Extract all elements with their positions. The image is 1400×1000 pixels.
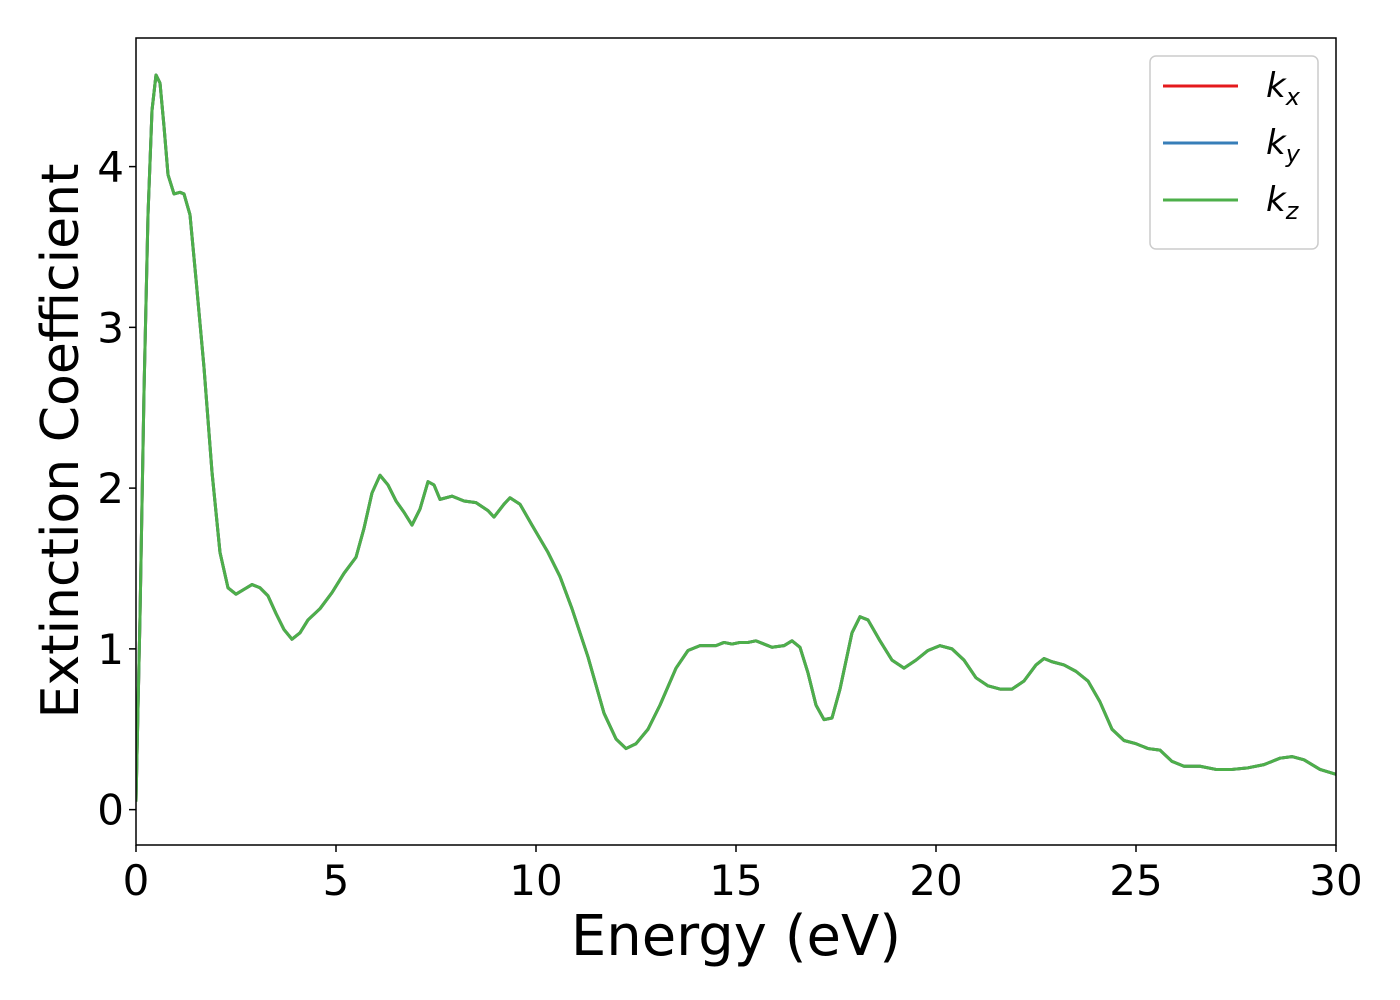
y-axis-label: Extinction Coefficient xyxy=(31,164,91,719)
x-tick-label: 15 xyxy=(709,856,762,905)
legend-label: ky xyxy=(1266,123,1301,168)
x-tick-label: 5 xyxy=(323,856,350,905)
x-tick-label: 10 xyxy=(509,856,562,905)
x-tick-label: 20 xyxy=(909,856,962,905)
y-tick-label: 4 xyxy=(97,143,124,192)
legend-label: kz xyxy=(1266,180,1300,225)
legend: kx ky kz xyxy=(1149,55,1319,250)
plot-frame xyxy=(135,37,1337,846)
data-line xyxy=(136,73,1336,802)
y-tick-label: 0 xyxy=(97,786,124,835)
x-tick-label: 0 xyxy=(123,856,150,905)
y-tick-label: 1 xyxy=(97,625,124,674)
y-tick-label: 3 xyxy=(97,303,124,352)
x-axis-label: Energy (eV) xyxy=(571,904,901,969)
x-tick-label: 25 xyxy=(1109,856,1162,905)
y-tick-label: 2 xyxy=(97,464,124,513)
x-tick-label: 30 xyxy=(1309,856,1362,905)
legend-label: kx xyxy=(1266,66,1301,111)
